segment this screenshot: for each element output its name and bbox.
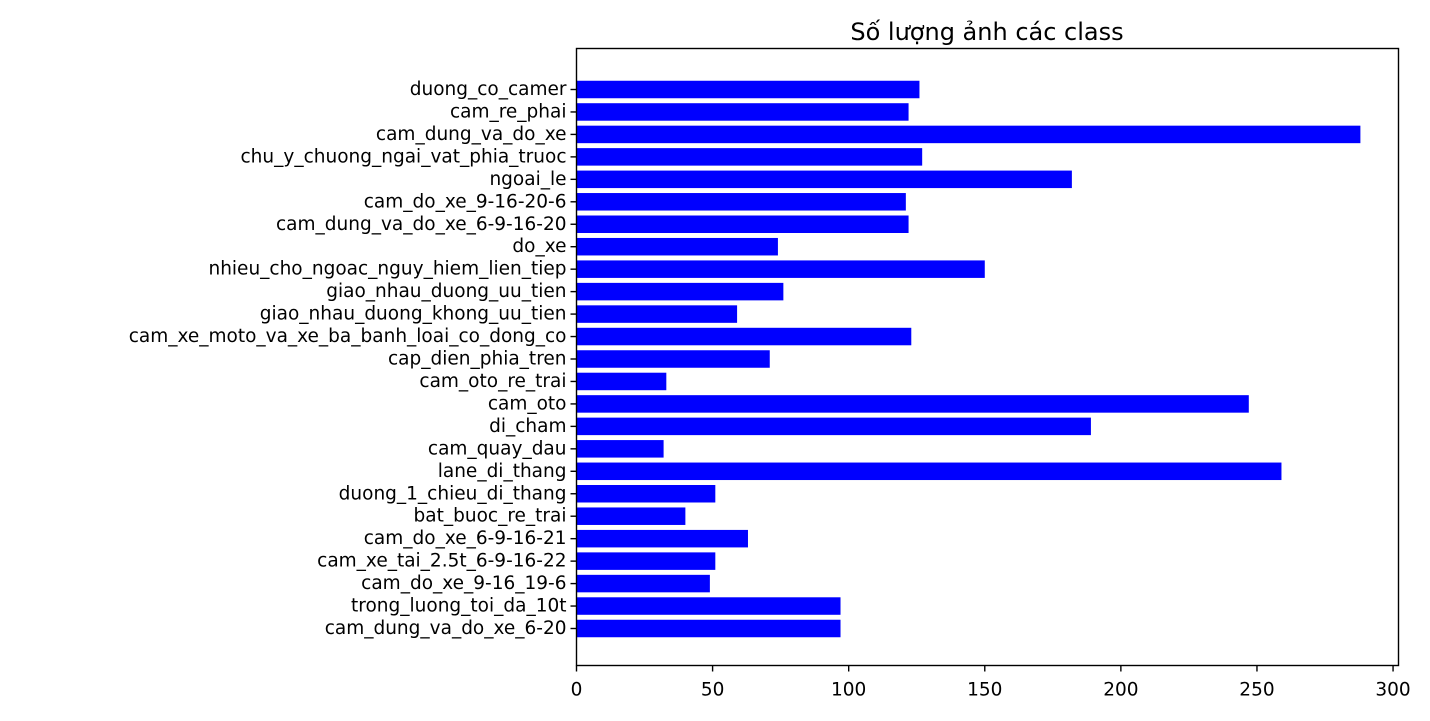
- bar: [576, 552, 716, 570]
- bar: [576, 597, 841, 615]
- x-tick-label: 50: [701, 680, 725, 701]
- bar: [576, 395, 1249, 413]
- bar: [576, 485, 716, 503]
- bar: [576, 350, 770, 368]
- x-tick-label: 200: [1103, 680, 1138, 701]
- y-tick-label: cap_dien_phia_tren: [388, 349, 567, 370]
- y-tick-label: chu_y_chuong_ngai_vat_phia_truoc: [241, 146, 567, 167]
- y-tick-label: do_xe: [512, 236, 566, 257]
- y-tick-label: cam_do_xe_6-9-16-21: [364, 528, 567, 549]
- y-tick-label: giao_nhau_duong_uu_tien: [326, 281, 566, 302]
- bar: [576, 372, 667, 391]
- x-tick-label: 300: [1375, 680, 1410, 701]
- y-tick-label: lane_di_thang: [438, 461, 567, 482]
- bar: [576, 574, 710, 593]
- y-tick-label: nhieu_cho_ngoac_nguy_hiem_lien_tiep: [208, 259, 566, 280]
- y-tick-label: cam_oto: [488, 393, 567, 414]
- bar: [576, 148, 923, 166]
- y-tick-label: cam_re_phai: [450, 101, 567, 122]
- plot-area-frame: [575, 47, 1400, 667]
- y-tick-label: giao_nhau_duong_khong_uu_tien: [260, 304, 567, 325]
- y-tick-label: trong_luong_toi_da_10t: [351, 596, 566, 617]
- bar: [576, 237, 778, 256]
- bar: [576, 619, 841, 638]
- bar: [576, 80, 920, 99]
- y-tick-label: cam_do_xe_9-16_19-6: [361, 573, 566, 594]
- y-tick-label: ngoai_le: [489, 169, 566, 190]
- bar: [576, 529, 748, 548]
- bar: [576, 462, 1282, 481]
- y-tick-label: cam_xe_tai_2.5t_6-9-16-22: [317, 551, 566, 572]
- bar: [576, 282, 784, 301]
- bar: [576, 305, 738, 323]
- y-tick-label: duong_1_chieu_di_thang: [339, 483, 567, 504]
- x-tick-label: 100: [831, 680, 866, 701]
- bar: [576, 507, 686, 525]
- y-tick-label: duong_co_camer: [410, 79, 567, 100]
- y-tick-label: cam_dung_va_do_xe_6-20: [325, 618, 567, 639]
- bar: [576, 193, 906, 211]
- bars-layer: [576, 80, 1361, 638]
- bar: [576, 327, 912, 346]
- bar: [576, 215, 909, 233]
- x-tick-label: 250: [1239, 680, 1274, 701]
- y-tick-label: cam_dung_va_do_xe: [376, 124, 567, 145]
- chart-title: Số lượng ảnh các class: [850, 18, 1123, 46]
- bar: [576, 440, 664, 458]
- y-tick-label: cam_xe_moto_va_xe_ba_banh_loai_co_dong_c…: [129, 326, 567, 347]
- y-tick-label: cam_do_xe_9-16-20-6: [364, 191, 567, 212]
- y-tick-label: cam_dung_va_do_xe_6-9-16-20: [276, 214, 566, 235]
- y-tick-label: cam_quay_dau: [428, 438, 567, 459]
- bar: [576, 125, 1361, 144]
- x-tick-label: 150: [967, 680, 1002, 701]
- y-axis-ticks: duong_co_camercam_re_phaicam_dung_va_do_…: [129, 79, 577, 639]
- y-tick-label: bat_buoc_re_trai: [414, 506, 567, 527]
- x-axis-ticks: 0 50 100 150 200 250 300: [571, 665, 1411, 701]
- bar: [576, 417, 1091, 436]
- x-tick-label: 0: [571, 680, 583, 701]
- y-tick-label: cam_oto_re_trai: [419, 371, 566, 392]
- bar: [576, 260, 985, 278]
- bar: [576, 103, 909, 121]
- bar: [576, 170, 1072, 189]
- y-tick-label: di_cham: [489, 416, 566, 437]
